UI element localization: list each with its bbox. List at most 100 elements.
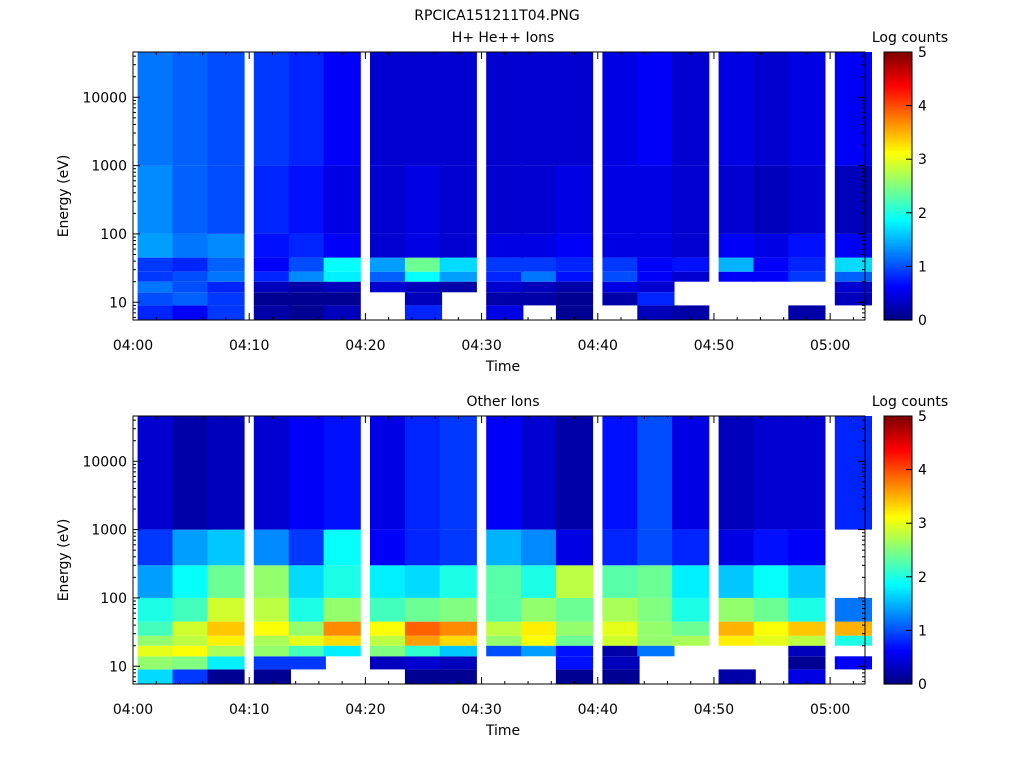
- colorbar-swatch: [884, 579, 912, 582]
- colorbar-swatch: [884, 670, 912, 674]
- colorbar-swatch: [884, 610, 912, 614]
- colorbar-swatch: [884, 558, 912, 562]
- colorbar-swatch: [884, 170, 912, 174]
- colorbar-swatch: [884, 56, 912, 60]
- colorbar-swatch: [884, 67, 912, 71]
- heatmap-cell: [637, 271, 675, 282]
- heatmap-cell: [253, 292, 291, 306]
- heatmap-cell: [288, 165, 326, 234]
- heatmap-cell: [404, 257, 443, 272]
- heatmap-cell: [253, 416, 291, 530]
- colorbar-tick-label: 0: [918, 313, 927, 329]
- heatmap-cell: [672, 52, 710, 166]
- colorbar-swatch: [884, 509, 912, 513]
- colorbar-swatch: [884, 201, 912, 205]
- heatmap-cell: [439, 165, 477, 234]
- colorbar-swatch: [884, 681, 912, 685]
- colorbar-swatch: [884, 621, 912, 625]
- x-axis-label: Time: [485, 359, 520, 375]
- heatmap-cell: [521, 257, 559, 272]
- y-axis-label: Energy (eV): [56, 519, 72, 602]
- x-tick-label: 04:50: [694, 338, 734, 354]
- heatmap-cell: [486, 565, 524, 598]
- colorbar-swatch: [884, 313, 912, 317]
- colorbar-swatch: [884, 81, 912, 84]
- colorbar-swatch: [884, 83, 912, 87]
- heatmap-cell: [788, 305, 826, 320]
- heatmap-cell: [439, 597, 477, 622]
- colorbar-swatch: [884, 148, 912, 151]
- colorbar-swatch: [884, 257, 912, 261]
- colorbar-swatch: [884, 284, 912, 288]
- colorbar-swatch: [884, 306, 912, 310]
- colorbar-swatch: [884, 440, 912, 444]
- heatmap-cell: [439, 565, 477, 598]
- heatmap-cell: [788, 52, 826, 166]
- heatmap-cell: [637, 292, 675, 306]
- heatmap-cell: [753, 597, 791, 622]
- colorbar-swatch: [884, 259, 912, 263]
- colorbar-swatch: [884, 206, 912, 209]
- heatmap-cell: [834, 597, 872, 622]
- heatmap-cell: [172, 257, 210, 272]
- colorbar-swatch: [884, 248, 912, 252]
- x-axis-label: Time: [485, 723, 520, 739]
- colorbar-swatch: [884, 127, 912, 131]
- colorbar-swatch: [884, 567, 912, 571]
- heatmap-cell: [172, 635, 210, 646]
- heatmap-cell: [602, 565, 640, 598]
- colorbar-swatch: [884, 223, 912, 227]
- heatmap-cell: [788, 621, 826, 636]
- heatmap-cell: [172, 233, 210, 258]
- heatmap-cell: [439, 621, 477, 636]
- colorbar-swatch: [884, 514, 912, 518]
- heatmap-cell: [555, 271, 594, 282]
- heatmap-cell: [486, 645, 524, 657]
- colorbar-swatch: [884, 529, 912, 533]
- colorbar-swatch: [884, 654, 912, 658]
- heatmap-cell: [323, 257, 361, 272]
- colorbar-swatch: [884, 232, 912, 236]
- heatmap-cell: [137, 271, 175, 282]
- colorbar-swatch: [884, 585, 912, 589]
- colorbar-swatch: [884, 76, 912, 80]
- heatmap-cell: [555, 529, 594, 566]
- heatmap-cell: [370, 271, 408, 282]
- heatmap-cell: [439, 233, 477, 258]
- heatmap-cell: [370, 52, 408, 166]
- colorbar-swatch: [884, 485, 912, 489]
- colorbar-swatch: [884, 235, 912, 238]
- colorbar-swatch: [884, 429, 912, 433]
- heatmap-cell: [137, 635, 175, 646]
- colorbar-swatch: [884, 639, 912, 643]
- heatmap-cell: [323, 416, 361, 530]
- heatmap-cell: [672, 565, 710, 598]
- heatmap-cell: [555, 257, 594, 272]
- colorbar-swatch: [884, 161, 912, 165]
- heatmap-cell: [370, 597, 408, 622]
- heatmap-cell: [288, 635, 326, 646]
- heatmap-cell: [602, 529, 640, 566]
- colorbar-tick-label: 4: [918, 99, 927, 115]
- colorbar-swatch: [884, 221, 912, 225]
- colorbar-swatch: [884, 261, 912, 265]
- colorbar-swatch: [884, 297, 912, 301]
- colorbar-swatch: [884, 141, 912, 145]
- colorbar-swatch: [884, 246, 912, 250]
- y-axis-label: Energy (eV): [56, 155, 72, 238]
- heatmap-cell: [253, 233, 291, 258]
- heatmap-cell: [718, 669, 756, 684]
- colorbar-swatch: [884, 617, 912, 620]
- heatmap-cell: [672, 597, 710, 622]
- colorbar-swatch: [884, 134, 912, 138]
- colorbar-swatch: [884, 74, 912, 78]
- colorbar-swatch: [884, 563, 912, 567]
- colorbar-swatch: [884, 661, 912, 665]
- heatmap-cell: [555, 621, 594, 636]
- colorbar-tick-label: 4: [918, 463, 927, 479]
- colorbar-swatch: [884, 136, 912, 140]
- colorbar-swatch: [884, 630, 912, 634]
- heatmap-cell: [602, 597, 640, 622]
- heatmap-cell: [207, 292, 245, 306]
- heatmap-cell: [602, 233, 640, 258]
